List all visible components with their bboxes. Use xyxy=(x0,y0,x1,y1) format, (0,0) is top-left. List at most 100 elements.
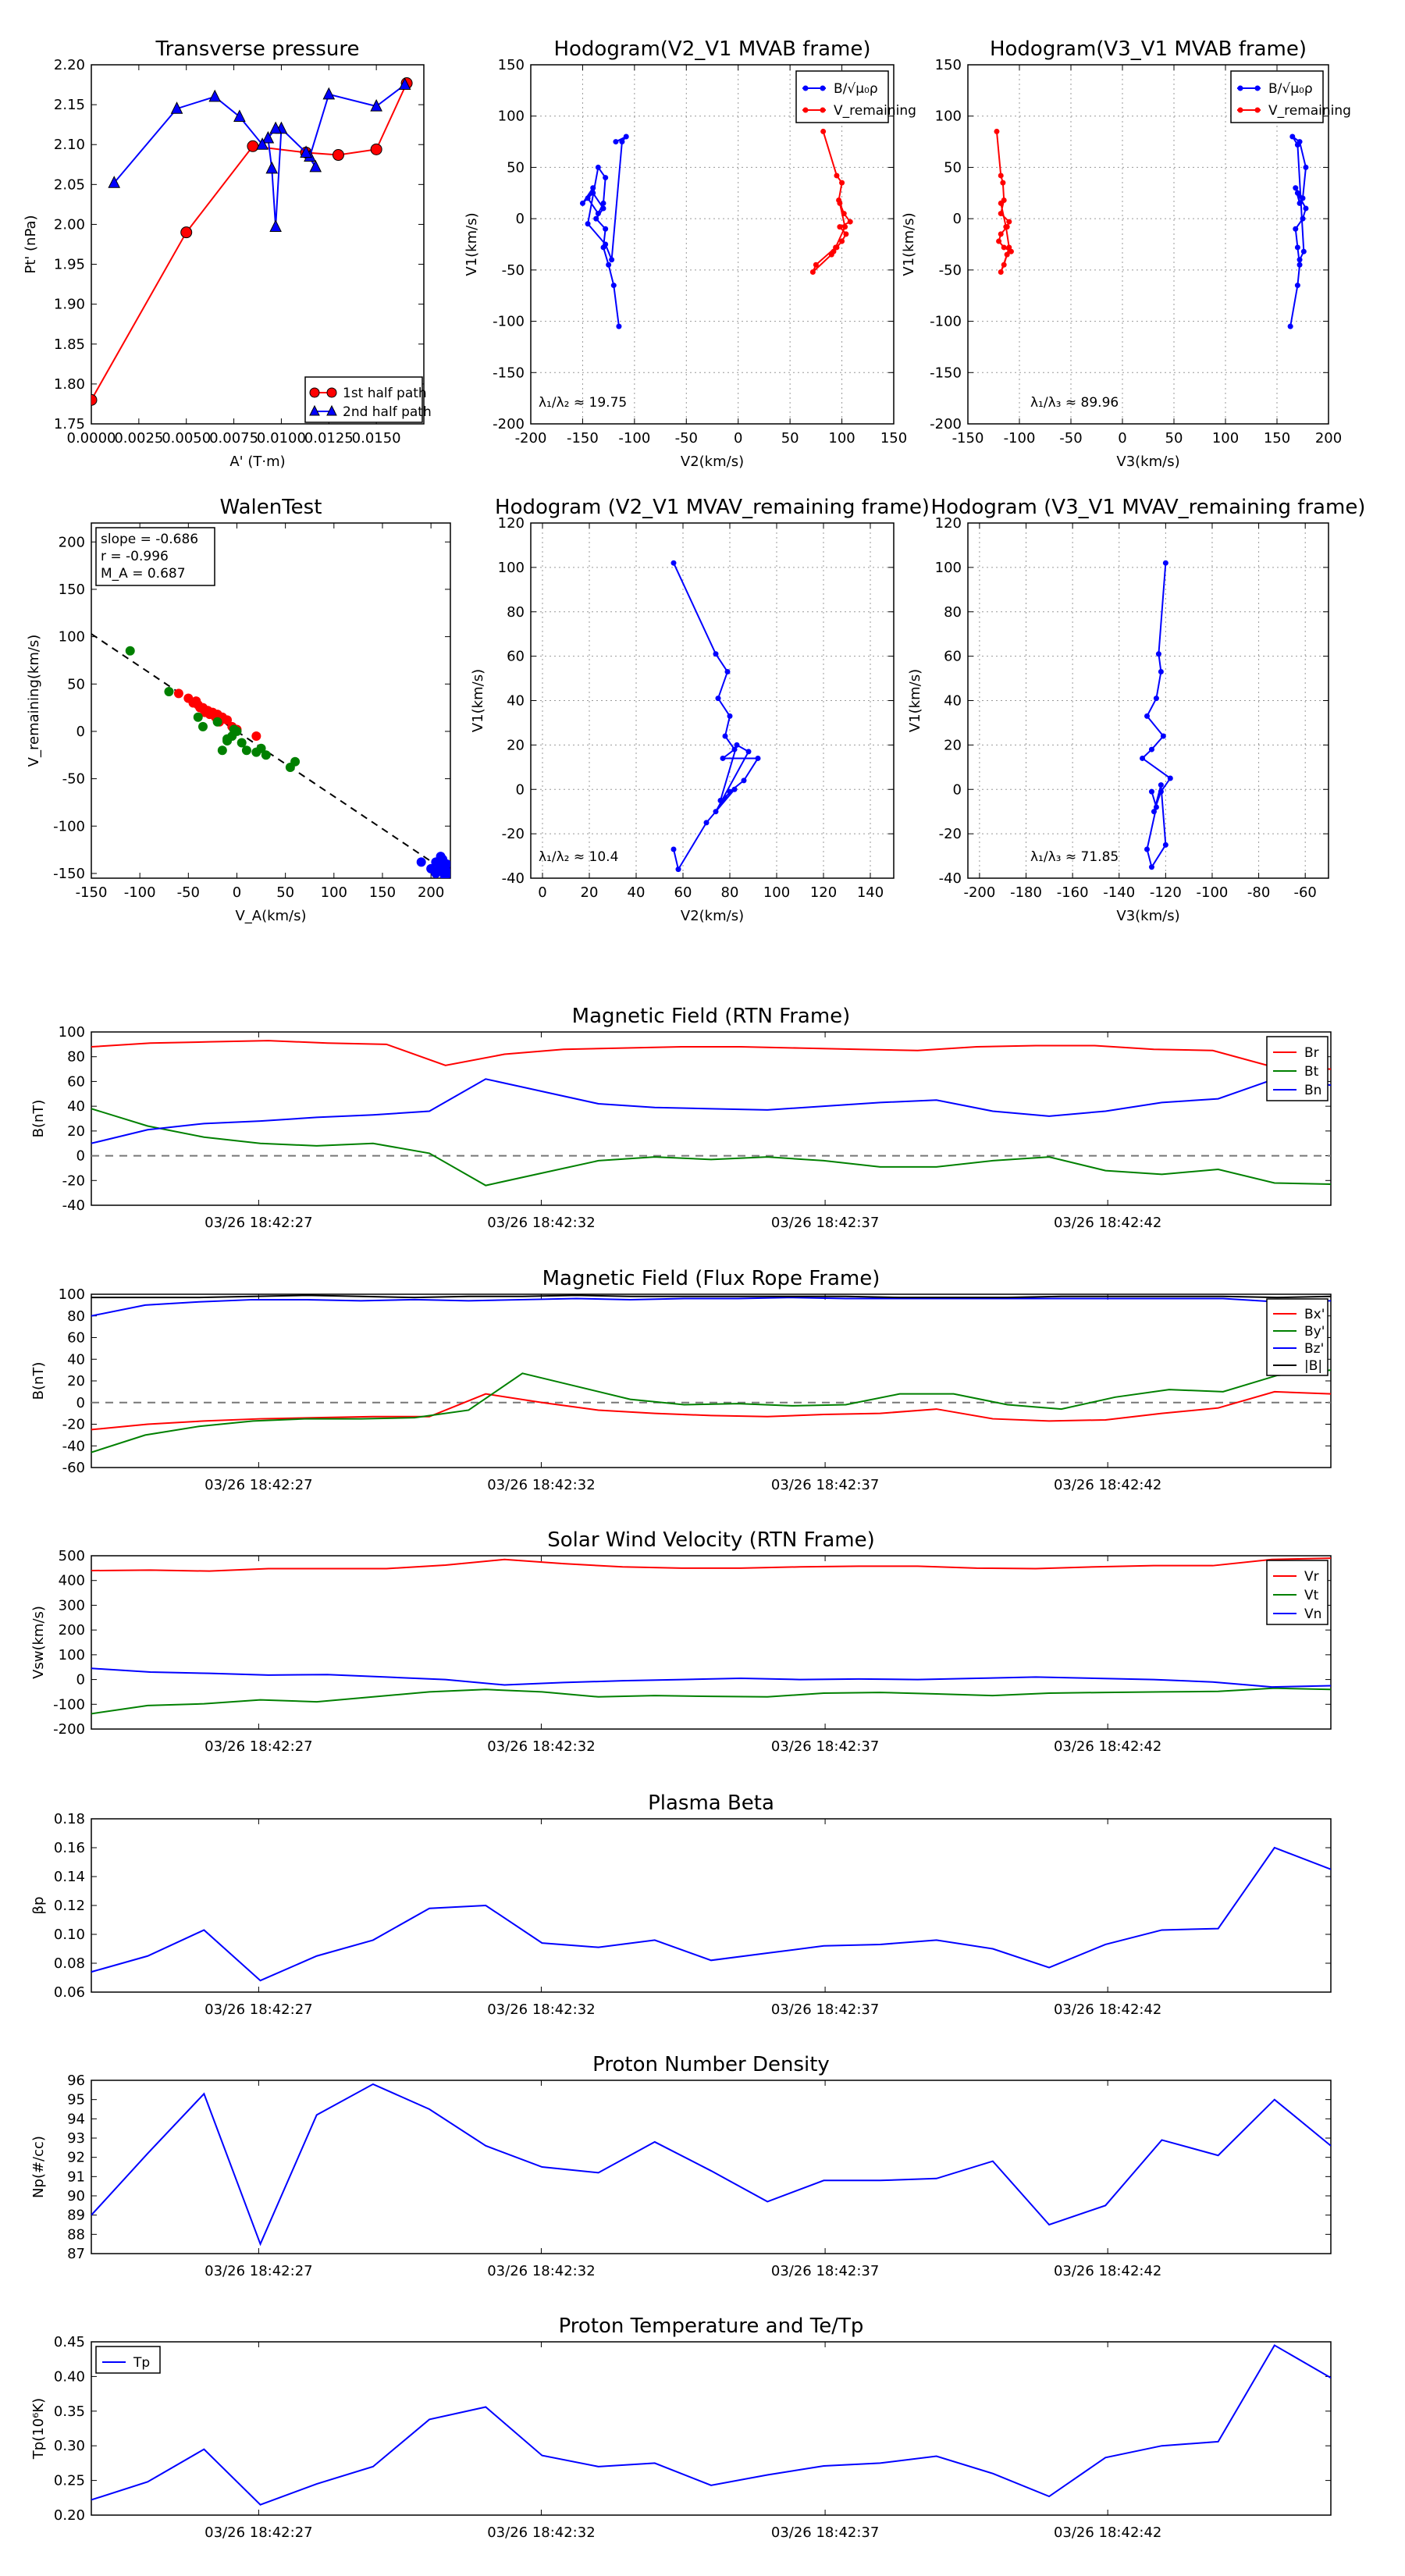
solar_wind_velocity-legend-label: Vr xyxy=(1304,1569,1319,1585)
solar_wind_velocity-title: Solar Wind Velocity (RTN Frame) xyxy=(547,1528,874,1552)
proton_temperature-xtick-label: 03/26 18:42:42 xyxy=(1054,2524,1161,2541)
hodogram_v3_v1_mvab-series-b--point xyxy=(1294,283,1300,289)
walen_test-series-green-points-point xyxy=(237,738,247,748)
hodogram_v2_v1_mvav-ytick-label: -40 xyxy=(502,870,525,887)
hodogram_v3_v1_mvav-series-hodogram-point xyxy=(1144,713,1151,719)
hodogram_v3_v1_mvab-ytick-label: -200 xyxy=(930,416,962,432)
hodogram_v2_v1_mvab-series-b--point xyxy=(595,164,601,170)
hodogram_v2_v1_mvab-ytick-label: -50 xyxy=(502,262,525,279)
solar_wind_velocity-ytick-label: 0 xyxy=(76,1672,85,1688)
hodogram_v2_v1_mvab-series-b--point xyxy=(590,185,596,191)
hodogram_v2_v1_mvav-xtick-label: 80 xyxy=(721,884,739,901)
hodogram_v2_v1_mvav-xlabel: V2(km/s) xyxy=(681,908,744,924)
hodogram_v2_v1_mvab-series-b--point xyxy=(623,133,629,140)
hodogram_v3_v1_mvab-series-b--point xyxy=(1297,200,1303,206)
hodogram_v2_v1_mvab-series-b--point xyxy=(613,139,619,145)
transverse_pressure-axes-frame xyxy=(91,64,425,425)
transverse_pressure-series-2nd-half-path-point xyxy=(322,87,336,100)
walen_test-series-green-points-point xyxy=(290,756,301,767)
hodogram_v2_v1_mvab-series-v-remaining-point xyxy=(837,224,843,230)
magnetic_field_flux_rope-legend-label: By' xyxy=(1304,1324,1325,1340)
hodogram_v3_v1_mvab-series-v-remaining-point xyxy=(1006,244,1012,251)
hodogram_v3_v1_mvab-series-v-remaining-point xyxy=(998,269,1004,275)
transverse_pressure-xtick-label: 0.0075 xyxy=(209,430,258,447)
transverse_pressure-ytick-label: 1.75 xyxy=(54,416,85,432)
hodogram_v3_v1_mvab-legend-label: B/√μ₀ρ xyxy=(1268,81,1313,97)
magnetic_field_rtn-ytick-label: 40 xyxy=(67,1098,85,1115)
proton_density-ytick-label: 88 xyxy=(67,2226,85,2243)
plasma_beta-ylabel: βp xyxy=(30,1897,47,1915)
hodogram_v3_v1_mvav-xtick-label: -140 xyxy=(1103,884,1135,901)
proton_density-ytick-label: 96 xyxy=(67,2073,85,2089)
hodogram_v3_v1_mvav-series-hodogram-point xyxy=(1155,651,1161,657)
plasma_beta-ytick-label: 0.18 xyxy=(54,1811,85,1827)
magnetic_field_rtn-plot-area xyxy=(91,1040,1331,1187)
walen_test-ytick-label: 0 xyxy=(76,724,85,740)
walen_test-series-green-points-point xyxy=(212,717,222,727)
transverse_pressure-series-1st-half-path-point xyxy=(332,149,344,162)
plasma_beta-chart: 03/26 18:42:27 03/26 18:42:32 03/26 18:42:… xyxy=(30,1791,1332,2018)
magnetic_field_flux_rope-title: Magnetic Field (Flux Rope Frame) xyxy=(542,1267,880,1290)
walen_test-xtick-label: 50 xyxy=(276,884,294,901)
hodogram_v2_v1_mvab-series-v-remaining-point xyxy=(841,211,847,217)
proton_density-xtick-label: 03/26 18:42:37 xyxy=(771,2263,879,2279)
transverse_pressure-ytick-label: 1.85 xyxy=(54,336,85,353)
solar_wind_velocity-series-vn-line xyxy=(91,1667,1331,1688)
hodogram_v3_v1_mvab-ytick-label: -100 xyxy=(930,314,962,330)
hodogram_v2_v1_mvav-chart: 0 20 40 60 80 100 120 140-40-20020406080100120H… xyxy=(470,496,930,924)
hodogram_v2_v1_mvav-series-hodogram-point xyxy=(670,560,677,566)
solar_wind_velocity-plot-area xyxy=(91,1557,1331,1715)
solar_wind_velocity-xtick-label: 03/26 18:42:32 xyxy=(487,1738,595,1755)
hodogram_v2_v1_mvav-ytick-label: 0 xyxy=(516,781,525,798)
solar_wind_velocity-ytick-label: 400 xyxy=(59,1573,85,1589)
hodogram_v2_v1_mvab-legend-marker xyxy=(820,107,826,113)
hodogram_v3_v1_mvab-series-b--point xyxy=(1303,164,1309,170)
proton_temperature-axes-frame xyxy=(91,2341,1332,2516)
hodogram_v3_v1_mvab-ytick-label: 0 xyxy=(953,211,962,227)
hodogram_v2_v1_mvab-legend-marker xyxy=(802,107,809,113)
hodogram_v3_v1_mvav-series-hodogram-point xyxy=(1158,788,1164,795)
hodogram_v2_v1_mvav-ytick-label: 60 xyxy=(507,649,525,665)
transverse_pressure-series-2nd-half-path-point xyxy=(309,159,322,173)
hodogram_v3_v1_mvab-ytick-label: 50 xyxy=(944,159,962,176)
solar_wind_velocity-legend-label: Vn xyxy=(1304,1606,1321,1622)
hodogram_v2_v1_mvav-xtick-label: 100 xyxy=(763,884,790,901)
hodogram_v3_v1_mvav-axes-frame xyxy=(967,522,1329,879)
hodogram_v3_v1_mvab-xtick-label: 150 xyxy=(1264,430,1290,447)
walen_test-series-green-points-point xyxy=(241,745,251,756)
magnetic_field_rtn-xtick-label: 03/26 18:42:37 xyxy=(771,1215,879,1231)
plasma_beta-ytick-label: 0.12 xyxy=(54,1898,85,1914)
transverse_pressure-legend-box xyxy=(304,376,423,423)
hodogram_v3_v1_mvab-xtick-label: 100 xyxy=(1212,430,1239,447)
walen_test-chart: -150 -100 -50 0 50 100 150 200 -150 -100 -50 0 50 100… xyxy=(26,496,451,924)
hodogram_v3_v1_mvav-series-hodogram-point xyxy=(1148,788,1154,795)
hodogram_v3_v1_mvav-series-hodogram-point xyxy=(1167,775,1173,781)
transverse_pressure-title: Transverse pressure xyxy=(155,37,360,61)
hodogram_v3_v1_mvav-series-hodogram-point xyxy=(1160,733,1166,739)
hodogram_v2_v1_mvav-ytick-label: -20 xyxy=(502,826,525,842)
transverse_pressure-series-2nd-half-path-point xyxy=(108,176,121,188)
transverse_pressure-legend-marker xyxy=(326,387,337,398)
hodogram_v2_v1_mvab-series-b--point xyxy=(606,262,612,268)
proton_temperature-ytick-label: 0.40 xyxy=(54,2368,85,2385)
transverse_pressure-ytick-label: 1.80 xyxy=(54,376,85,393)
transverse_pressure-ylabel: Pt' (nPa) xyxy=(23,215,39,273)
magnetic_field_flux_rope-ytick-label: 0 xyxy=(76,1395,85,1411)
transverse_pressure-ytick-label: 2.15 xyxy=(54,97,85,113)
transverse_pressure-legend-marker xyxy=(309,387,320,398)
walen_test-xtick-label: 200 xyxy=(418,884,444,901)
hodogram_v2_v1_mvab-series-b--point xyxy=(593,215,599,222)
hodogram_v2_v1_mvab-ytick-label: 150 xyxy=(498,57,525,73)
solar_wind_velocity-ytick-label: 300 xyxy=(59,1597,85,1614)
hodogram_v3_v1_mvav-ytick-label: 40 xyxy=(944,693,962,710)
walen_test-xtick-label: -50 xyxy=(177,884,200,901)
walen_test-title: WalenTest xyxy=(220,496,322,519)
transverse_pressure-series-1st-half-path-point xyxy=(180,226,193,239)
walen_test-series-blue-points-point xyxy=(416,857,426,867)
solar_wind_velocity-ylabel: Vsw(km/s) xyxy=(30,1606,47,1679)
hodogram_v3_v1_mvav-series-hodogram-point xyxy=(1162,841,1168,848)
solar_wind_velocity-ytick-label: -200 xyxy=(53,1721,85,1738)
walen_test-xtick-label: 0 xyxy=(233,884,241,901)
transverse_pressure-xtick-label: 0.0025 xyxy=(114,430,163,447)
hodogram_v3_v1_mvab-series-b--point xyxy=(1300,215,1306,222)
